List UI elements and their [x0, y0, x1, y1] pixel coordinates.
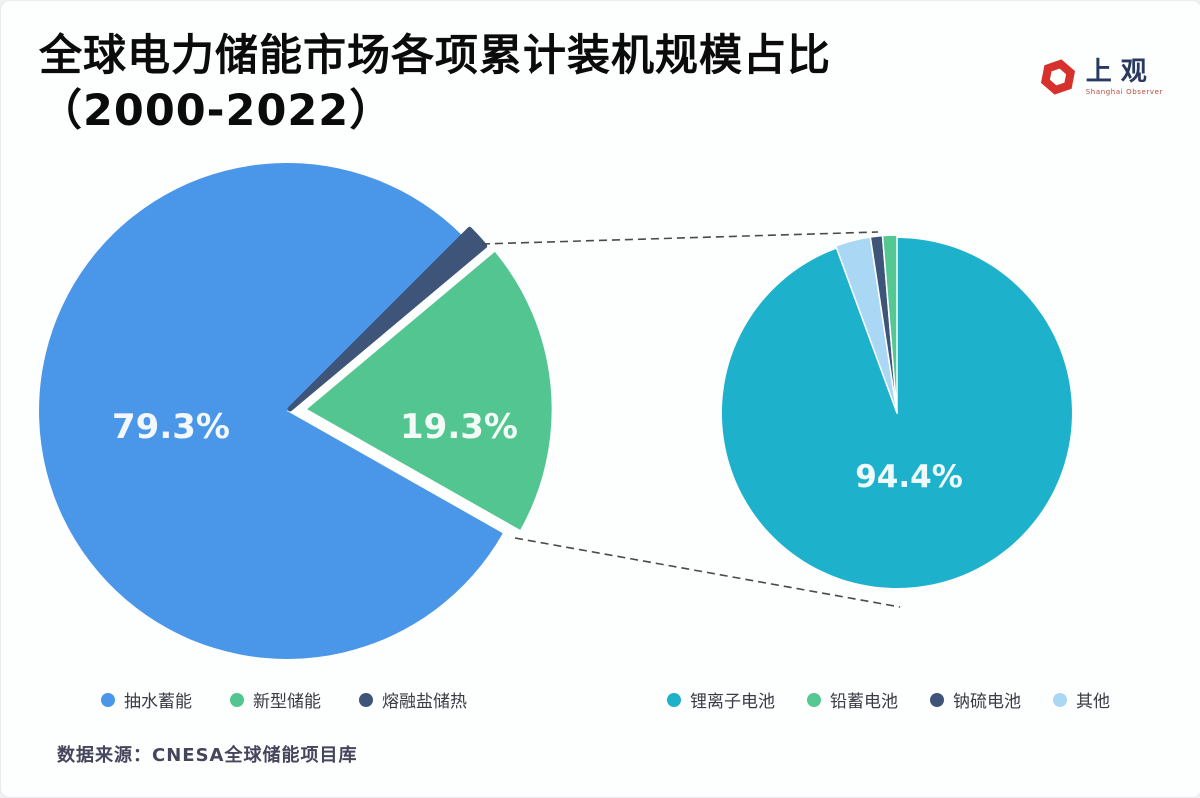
title-line-1: 全球电力储能市场各项累计装机规模占比 — [39, 31, 831, 81]
legend-dot-new-storage — [230, 692, 244, 707]
legend-dot-others — [1053, 692, 1067, 707]
pie-slice-抽水蓄能 — [39, 162, 503, 659]
shanghai-observer-logo: 上观 Shanghai Observer — [1038, 57, 1163, 97]
left-pie — [39, 162, 555, 659]
pie-slice-铅蓄电池 — [881, 234, 898, 414]
legend-label-pumped-hydro: 抽水蓄能 — [124, 692, 192, 712]
legend-item-sodium-sulfur: 钠硫电池 — [930, 687, 1021, 712]
right-pie — [721, 234, 1072, 588]
legend-item-lithium: 锂离子电池 — [667, 687, 775, 712]
legend-dot-pumped-hydro — [101, 692, 115, 707]
legend-item-pumped-hydro: 抽水蓄能 — [101, 687, 192, 712]
legend-item-others: 其他 — [1053, 687, 1110, 712]
legend-dot-molten-salt — [359, 692, 373, 707]
title-line-2: （2000-2022） — [39, 86, 394, 137]
legend-item-molten-salt: 熔融盐储热 — [359, 687, 467, 712]
legend-label-sodium-sulfur: 钠硫电池 — [953, 692, 1021, 712]
page-title: 全球电力储能市场各项累计装机规模占比 （2000-2022） — [39, 29, 1019, 139]
logo-text: 上观 Shanghai Observer — [1086, 59, 1163, 96]
legend-label-others: 其他 — [1076, 692, 1110, 712]
chart-canvas: 79.3% 19.3% 94.4% — [39, 162, 1072, 659]
legend-dot-sodium-sulfur — [930, 692, 944, 707]
legend-item-lead-acid: 铅蓄电池 — [807, 687, 898, 712]
pie-slice-新型储能 — [303, 248, 555, 533]
legend-label-new-storage: 新型储能 — [253, 692, 321, 712]
legend-label-lead-acid: 铅蓄电池 — [830, 692, 898, 712]
label-lithium-pct: 94.4% — [855, 459, 963, 495]
legend-label-lithium: 锂离子电池 — [690, 692, 775, 712]
legend-left: 抽水蓄能 新型储能 熔融盐储热 — [101, 687, 467, 712]
logo-subtitle: Shanghai Observer — [1085, 87, 1163, 96]
connector-line-bottom — [514, 537, 901, 608]
legend-dot-lead-acid — [807, 692, 821, 707]
legend-dot-lithium — [667, 692, 681, 707]
legend-label-molten-salt: 熔融盐储热 — [382, 692, 467, 712]
data-source-text: 数据来源：CNESA全球储能项目库 — [57, 745, 358, 766]
label-pumped-hydro-pct: 79.3% — [112, 407, 230, 447]
connector-line-top — [481, 231, 879, 245]
pie-slice-熔融盐储热 — [287, 226, 488, 412]
legend-item-new-storage: 新型储能 — [230, 687, 321, 712]
logo-name: 上观 — [1085, 56, 1156, 87]
label-new-storage-pct: 19.3% — [400, 407, 518, 447]
legend-right: 锂离子电池 铅蓄电池 钠硫电池 其他 — [667, 687, 1110, 712]
logo-hexagon-icon — [1040, 59, 1075, 95]
